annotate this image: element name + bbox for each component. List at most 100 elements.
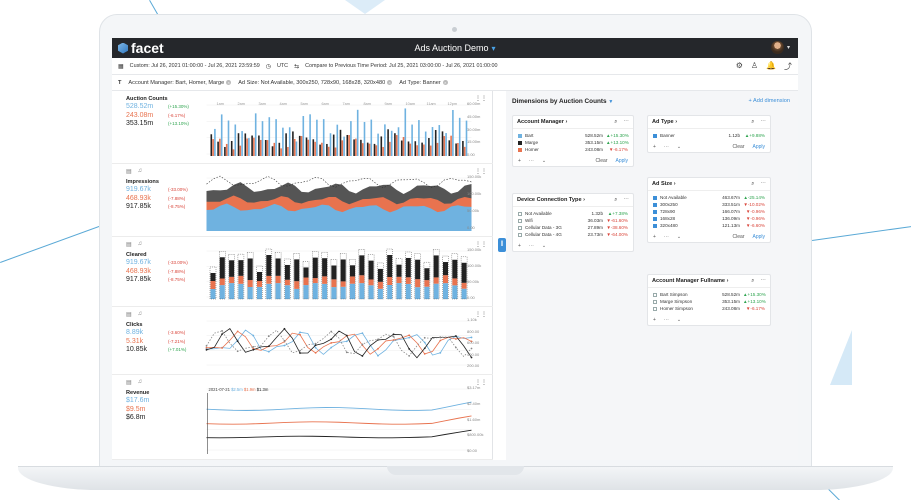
bar[interactable] — [220, 114, 223, 156]
pin-icon[interactable]: ⋯ — [528, 243, 534, 249]
chart-menu-icon[interactable]: ⋮⋮ — [475, 242, 487, 248]
bar[interactable] — [247, 286, 253, 299]
bar[interactable] — [210, 281, 216, 289]
data-point[interactable] — [408, 334, 411, 337]
series-value[interactable]: 919.67k (-33.00%) — [126, 186, 188, 193]
bar[interactable] — [443, 136, 446, 156]
bar[interactable] — [258, 135, 260, 156]
card-header[interactable]: Ad Type › ⌕ ⋯ — [648, 116, 770, 129]
bar[interactable] — [360, 139, 362, 156]
data-point[interactable] — [470, 340, 473, 343]
chart-plot[interactable] — [194, 317, 484, 369]
bar[interactable] — [257, 286, 262, 299]
bar[interactable] — [350, 276, 355, 284]
bar[interactable] — [405, 277, 411, 284]
bar[interactable] — [405, 283, 411, 299]
data-point[interactable] — [392, 339, 395, 341]
data-point[interactable] — [205, 346, 208, 349]
data-point[interactable] — [314, 351, 317, 354]
data-point[interactable] — [455, 346, 457, 349]
bar[interactable] — [266, 255, 272, 276]
bar[interactable] — [210, 289, 216, 299]
checkbox[interactable] — [653, 223, 657, 228]
checkbox[interactable] — [653, 306, 657, 311]
bar[interactable] — [224, 146, 226, 156]
data-point[interactable] — [345, 340, 348, 343]
bar[interactable] — [331, 265, 337, 280]
bar[interactable] — [353, 139, 355, 156]
bar[interactable] — [423, 144, 425, 156]
series-value[interactable]: $9.5m — [126, 405, 146, 413]
bar[interactable] — [268, 117, 271, 156]
chevron-down-icon[interactable]: ⌄ — [541, 158, 547, 164]
bar[interactable] — [248, 138, 250, 156]
data-point[interactable] — [221, 347, 223, 349]
data-point[interactable] — [361, 343, 364, 346]
bar[interactable] — [350, 283, 355, 299]
bar[interactable] — [387, 129, 389, 156]
chevron-down-icon[interactable]: ⌄ — [676, 234, 682, 240]
bar[interactable] — [377, 281, 383, 289]
bar[interactable] — [251, 135, 253, 156]
bell-icon[interactable]: ♫ — [137, 241, 143, 247]
data-point[interactable] — [408, 347, 411, 350]
search-icon[interactable]: ⌕ — [751, 180, 755, 187]
bar[interactable] — [441, 131, 444, 156]
more-icon[interactable]: ⋯ — [760, 277, 766, 284]
bar[interactable] — [238, 283, 244, 299]
bar[interactable] — [438, 125, 441, 156]
series-value[interactable]: $6.8m — [126, 414, 146, 421]
bar[interactable] — [340, 281, 346, 287]
data-point[interactable] — [377, 338, 379, 341]
series-value[interactable]: 353.15m (+13.10%) — [126, 120, 189, 127]
close-icon[interactable]: × — [387, 79, 393, 85]
bar[interactable] — [285, 133, 287, 156]
bar[interactable] — [359, 275, 365, 284]
data-point[interactable] — [377, 354, 379, 357]
line-series[interactable] — [206, 415, 472, 425]
bar[interactable] — [445, 133, 447, 156]
bar[interactable] — [462, 140, 464, 156]
dimension-item[interactable]: Marge 353.15m ▲+13.10% — [513, 139, 633, 146]
bar[interactable] — [370, 119, 373, 156]
line-series[interactable] — [206, 329, 472, 358]
compare-line[interactable] — [206, 175, 472, 189]
bar[interactable] — [293, 138, 296, 156]
chevron-down-icon[interactable]: ⌄ — [541, 243, 547, 249]
dimensions-heading[interactable]: Dimensions by Auction Counts ▼ — [512, 98, 613, 105]
checkbox[interactable] — [518, 147, 522, 152]
close-icon[interactable]: × — [442, 79, 448, 85]
gear-icon[interactable]: ⚙ — [735, 60, 743, 70]
bar[interactable] — [230, 140, 233, 156]
chart-type-icon[interactable]: ▤ — [126, 312, 132, 318]
bar[interactable] — [359, 283, 365, 299]
bar[interactable] — [292, 131, 294, 156]
data-point[interactable] — [252, 348, 255, 351]
add-icon[interactable]: + — [653, 234, 656, 240]
checkbox[interactable] — [653, 292, 657, 297]
series-value[interactable]: 8.89k (-3.60%) — [126, 329, 186, 336]
bar[interactable] — [433, 255, 439, 278]
chart-menu-icon[interactable]: ⋮⋮ — [475, 96, 487, 102]
add-icon[interactable]: + — [653, 317, 656, 323]
data-point[interactable] — [408, 336, 411, 339]
bar[interactable] — [210, 134, 213, 156]
bar[interactable] — [407, 141, 410, 156]
dimension-item[interactable]: 728x90 166.07m ▼-0.96% — [648, 208, 770, 215]
bar[interactable] — [275, 275, 281, 284]
chart-plot[interactable]: 1am 2am 3am 4am 5am 6am 7am 8am 9am 10am 11am 12pm — [194, 101, 484, 158]
bar[interactable] — [340, 259, 346, 282]
bar[interactable] — [387, 277, 393, 285]
bar[interactable] — [314, 141, 316, 156]
bar[interactable] — [332, 134, 335, 156]
bar[interactable] — [382, 146, 384, 156]
chart-plot[interactable] — [194, 174, 484, 231]
bar[interactable] — [443, 275, 448, 284]
bar[interactable] — [463, 146, 466, 156]
bar[interactable] — [363, 121, 366, 156]
bar[interactable] — [298, 135, 301, 156]
bar[interactable] — [461, 288, 467, 299]
bar[interactable] — [232, 149, 235, 156]
bar[interactable] — [389, 141, 391, 156]
bell-icon[interactable]: ♫ — [137, 311, 143, 317]
